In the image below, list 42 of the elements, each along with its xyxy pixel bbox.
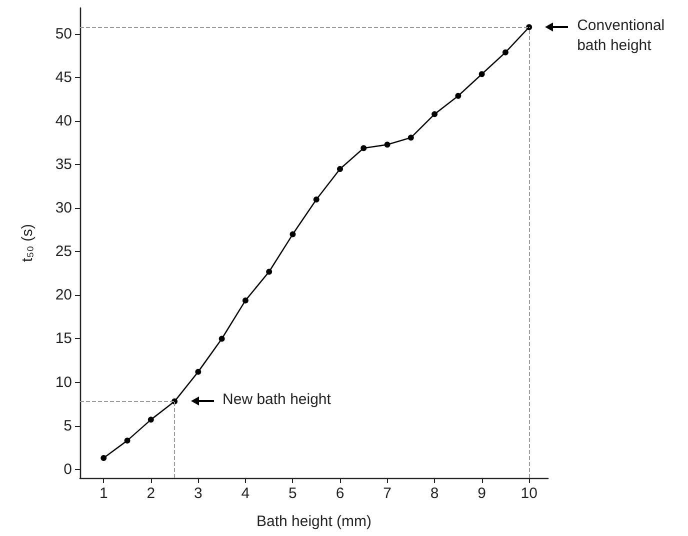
point [290,231,296,238]
x-axis-title: Bath height (mm) [256,513,372,530]
y-tick-label: 35 [55,156,72,174]
point [218,336,225,342]
y-tick-label: 40 [55,112,72,130]
point [337,166,343,172]
y-tick-label: 30 [55,200,72,217]
x-tick-label: 4 [241,485,250,502]
x-tick-label: 1 [99,485,108,502]
y-tick-label: 0 [64,460,72,478]
point [360,145,367,152]
y-tick-label: 25 [55,243,72,260]
annotation: New bath height [222,390,331,410]
y-tick-label: 5 [64,417,72,434]
x-tick-label: 2 [146,485,156,502]
point [432,111,438,118]
y-tick-label: 45 [55,69,72,86]
point [266,268,272,275]
x-tick-label: 6 [336,485,344,502]
y-tick-label: 10 [55,374,72,391]
point [408,134,414,141]
point [148,416,154,423]
y-tick-label: 20 [55,286,72,304]
point [124,438,130,444]
x-tick-label: 5 [288,485,297,502]
y-tick-label: 50 [55,26,72,43]
text: Conventional bath height [577,16,666,56]
point [242,297,248,304]
x-tick-label: 9 [478,485,486,502]
x-tick-label: 3 [194,485,202,502]
point [384,142,390,148]
point [100,454,107,461]
x-tick-label: 7 [383,485,392,502]
point [313,196,320,202]
point [195,368,202,375]
point [455,92,462,99]
x-tick-label: 8 [430,485,439,502]
y-tick-label: 15 [55,330,72,348]
x-tick-label: 10 [520,485,538,502]
point [478,71,485,78]
point [502,49,508,56]
y-axis-title: t₅₀ (s) [19,224,36,262]
